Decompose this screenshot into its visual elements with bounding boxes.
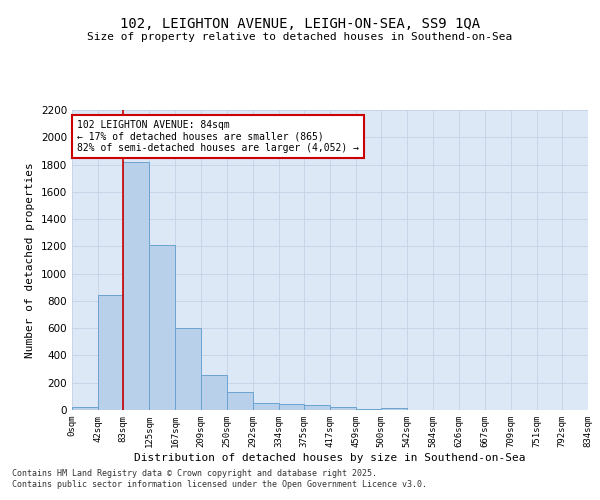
Bar bbox=[227, 392, 253, 410]
Bar bbox=[175, 328, 202, 410]
Bar bbox=[253, 403, 278, 410]
Bar bbox=[278, 404, 304, 410]
Bar bbox=[202, 375, 227, 410]
X-axis label: Distribution of detached houses by size in Southend-on-Sea: Distribution of detached houses by size … bbox=[134, 452, 526, 462]
Text: Contains HM Land Registry data © Crown copyright and database right 2025.: Contains HM Land Registry data © Crown c… bbox=[12, 468, 377, 477]
Bar bbox=[72, 406, 98, 410]
Bar bbox=[304, 405, 330, 410]
Bar bbox=[330, 408, 356, 410]
Text: 102 LEIGHTON AVENUE: 84sqm
← 17% of detached houses are smaller (865)
82% of sem: 102 LEIGHTON AVENUE: 84sqm ← 17% of deta… bbox=[77, 120, 359, 152]
Text: Contains public sector information licensed under the Open Government Licence v3: Contains public sector information licen… bbox=[12, 480, 427, 489]
Bar bbox=[382, 408, 407, 410]
Bar bbox=[149, 245, 175, 410]
Bar bbox=[98, 295, 124, 410]
Y-axis label: Number of detached properties: Number of detached properties bbox=[25, 162, 35, 358]
Text: 102, LEIGHTON AVENUE, LEIGH-ON-SEA, SS9 1QA: 102, LEIGHTON AVENUE, LEIGH-ON-SEA, SS9 … bbox=[120, 18, 480, 32]
Text: Size of property relative to detached houses in Southend-on-Sea: Size of property relative to detached ho… bbox=[88, 32, 512, 42]
Bar bbox=[124, 162, 149, 410]
